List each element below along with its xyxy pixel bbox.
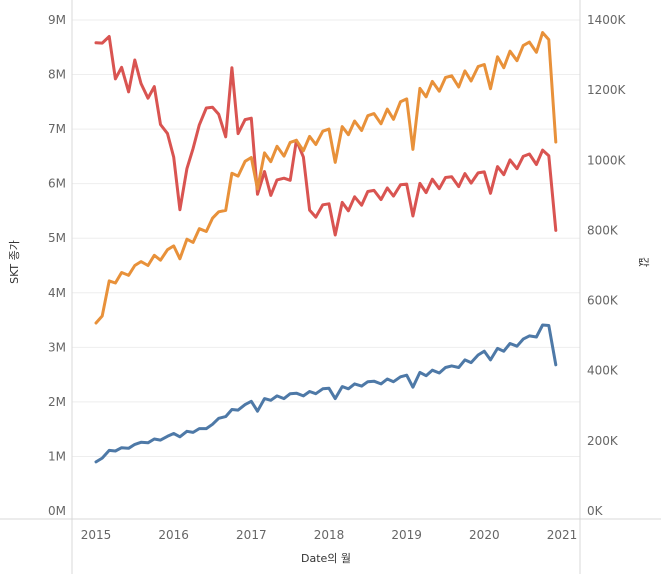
x-axis-ticks: 2015 2016 2017 2018 2019 2020 2021 [81, 528, 578, 542]
x-tick-label: 2021 [547, 528, 578, 542]
left-y-tick-label: 9M [48, 13, 66, 27]
x-tick-label: 2019 [391, 528, 422, 542]
right-y-tick-label: 1200K [587, 83, 627, 97]
left-y-tick-label: 5M [48, 231, 66, 245]
right-y-axis-title: 값 [637, 257, 650, 267]
x-tick-label: 2018 [314, 528, 345, 542]
left-y-axis-title: SKT 종가 [8, 240, 21, 284]
left-axis-ticks: 0M 1M 2M 3M 4M 5M 6M 7M 8M 9M [48, 13, 66, 518]
right-y-tick-label: 1400K [587, 13, 627, 27]
left-y-tick-label: 2M [48, 395, 66, 409]
x-axis-title: Date의 월 [301, 552, 351, 565]
series-line-1 [94, 35, 558, 237]
x-tick-label: 2015 [81, 528, 112, 542]
grid-lines [72, 19, 580, 457]
right-y-tick-label: 1000K [587, 153, 627, 167]
left-y-tick-label: 7M [48, 122, 66, 136]
left-y-tick-label: 6M [48, 177, 66, 191]
x-tick-label: 2020 [469, 528, 500, 542]
left-y-tick-label: 1M [48, 449, 66, 463]
left-y-tick-label: 0M [48, 504, 66, 518]
series-line-2 [94, 31, 558, 325]
series-lines [94, 31, 558, 464]
right-y-tick-label: 0K [587, 504, 604, 518]
x-tick-label: 2017 [236, 528, 267, 542]
right-y-tick-label: 800K [587, 223, 619, 237]
right-y-tick-label: 600K [587, 294, 619, 308]
right-axis-ticks: 0K 200K 400K 600K 800K 1000K 1200K 1400K [587, 13, 627, 518]
left-y-tick-label: 4M [48, 286, 66, 300]
series-line-3 [94, 323, 558, 464]
left-y-tick-label: 8M [48, 68, 66, 82]
right-y-tick-label: 200K [587, 434, 619, 448]
left-y-tick-label: 3M [48, 340, 66, 354]
right-y-tick-label: 400K [587, 364, 619, 378]
x-tick-label: 2016 [158, 528, 189, 542]
